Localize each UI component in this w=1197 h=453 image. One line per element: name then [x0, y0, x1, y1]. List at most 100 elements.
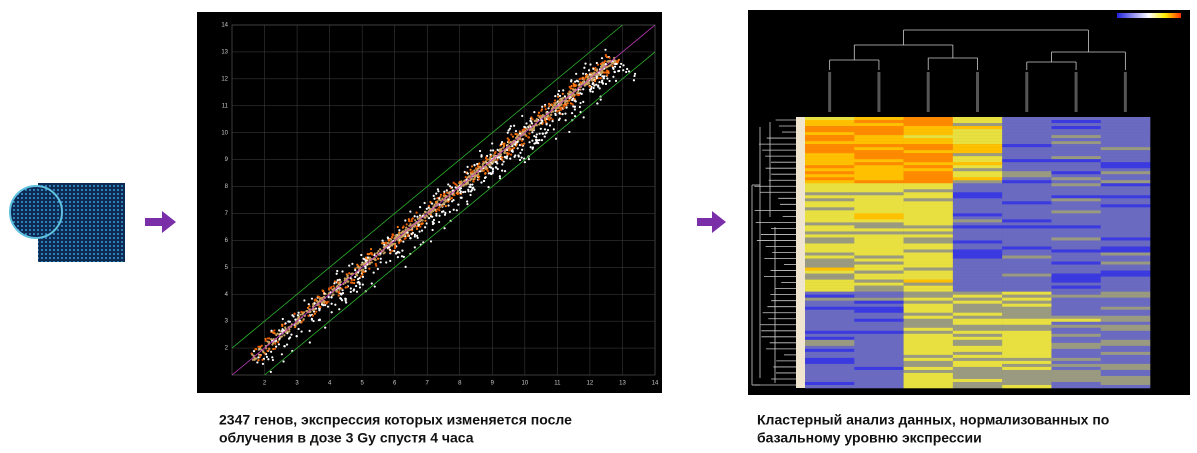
scatter-dot — [540, 122, 542, 124]
scatter-dot — [293, 315, 295, 317]
scatter-dot — [459, 192, 461, 194]
scatter-dot — [565, 106, 567, 108]
heatmap-cell — [953, 358, 1003, 361]
scatter-dot — [417, 237, 419, 239]
heatmap-cell — [953, 189, 1003, 192]
heatmap-cell — [1002, 135, 1052, 138]
heatmap-cell — [1051, 310, 1101, 313]
heatmap-cell — [1002, 147, 1052, 150]
scatter-dot — [470, 178, 472, 180]
scatter-dot — [406, 223, 408, 225]
heatmap-cell — [904, 385, 954, 388]
scatter-dot — [582, 88, 584, 90]
scatter-dot — [353, 290, 355, 292]
scatter-dot — [544, 105, 546, 107]
heatmap-cell — [1051, 349, 1101, 352]
heatmap-cell — [805, 204, 855, 207]
heatmap-cell — [854, 219, 904, 222]
heatmap-cell — [854, 156, 904, 159]
scatter-dot — [340, 287, 342, 289]
scatter-dot — [584, 62, 586, 64]
heatmap-cell — [1101, 240, 1151, 243]
heatmap-cell — [953, 349, 1003, 352]
scatter-dot — [443, 227, 445, 229]
scatter-dot — [312, 315, 314, 317]
scatter-dot — [401, 255, 403, 257]
heatmap-cell — [1101, 198, 1151, 201]
heatmap-cell — [854, 225, 904, 228]
scatter-dot — [414, 219, 416, 221]
heatmap-cell — [1002, 364, 1052, 367]
scatter-dot — [499, 148, 501, 150]
scatter-dot — [353, 279, 355, 281]
scatter-dot — [411, 229, 413, 231]
scatter-dot — [323, 292, 325, 294]
heatmap-cell — [1101, 292, 1151, 295]
heatmap-cell — [805, 280, 855, 283]
heatmap-cell — [1002, 156, 1052, 159]
heatmap-cell — [1101, 231, 1151, 234]
heatmap-cell — [1101, 346, 1151, 349]
scatter-dot — [266, 356, 268, 358]
heatmap-cell — [1051, 298, 1101, 301]
heatmap-cell — [805, 246, 855, 249]
heatmap-cell — [1051, 286, 1101, 289]
scatter-dot — [351, 263, 353, 265]
scatter-dot — [401, 236, 403, 238]
scatter-dot — [327, 301, 329, 303]
scatter-dot — [385, 261, 387, 263]
scatter-dot — [254, 357, 256, 359]
heatmap-cell — [805, 337, 855, 340]
heatmap-cell — [953, 289, 1003, 292]
scatter-dot — [311, 298, 313, 300]
scatter-dot — [494, 151, 496, 153]
heatmap-cell — [1101, 319, 1151, 322]
scatter-dot — [307, 315, 309, 317]
heatmap-cell — [1051, 213, 1101, 216]
heatmap-cell — [805, 310, 855, 313]
heatmap-cell — [805, 126, 855, 129]
heatmap-cell — [1002, 207, 1052, 210]
scatter-dot — [430, 215, 432, 217]
heatmap-cell — [904, 313, 954, 316]
scatter-dot — [477, 166, 479, 168]
scatter-dot — [276, 333, 278, 335]
heatmap-cell — [1051, 204, 1101, 207]
scatter-dot — [547, 116, 549, 118]
scatter-dot — [596, 102, 598, 104]
heatmap-cell — [805, 132, 855, 135]
scatter-dot — [524, 161, 526, 163]
scatter-dot — [259, 346, 261, 348]
scatter-dot — [572, 98, 574, 100]
heatmap-cell — [854, 117, 904, 120]
heatmap-cell — [1101, 295, 1151, 298]
arrow — [145, 211, 176, 233]
scatter-dot — [452, 199, 454, 201]
heatmap-cell — [854, 331, 904, 334]
heatmap-cell — [953, 361, 1003, 364]
heatmap-cell — [1101, 123, 1151, 126]
scatter-dot — [464, 171, 466, 173]
heatmap-cell — [953, 147, 1003, 150]
scatter-dot — [469, 194, 471, 196]
heatmap-cell — [904, 340, 954, 343]
heatmap-cell — [1002, 120, 1052, 123]
scatter-dot — [601, 82, 603, 84]
heatmap-cell — [953, 162, 1003, 165]
x-tick-label: 10 — [522, 381, 529, 387]
scatter-dot — [466, 166, 468, 168]
scatter-dot — [260, 354, 262, 356]
heatmap-cell — [1101, 301, 1151, 304]
scatter-dot — [333, 282, 335, 284]
scatter-dot — [435, 213, 437, 215]
scatter-dot — [389, 260, 391, 262]
y-tick-label: 12 — [221, 76, 228, 82]
heatmap-cell — [904, 159, 954, 162]
color-scale — [1117, 13, 1181, 18]
scatter-dot — [456, 209, 458, 211]
heatmap-cell — [904, 346, 954, 349]
scatter-dot — [616, 60, 618, 62]
heatmap-cell — [1101, 243, 1151, 246]
heatmap-cell — [1101, 352, 1151, 355]
heatmap-cell — [1101, 210, 1151, 213]
